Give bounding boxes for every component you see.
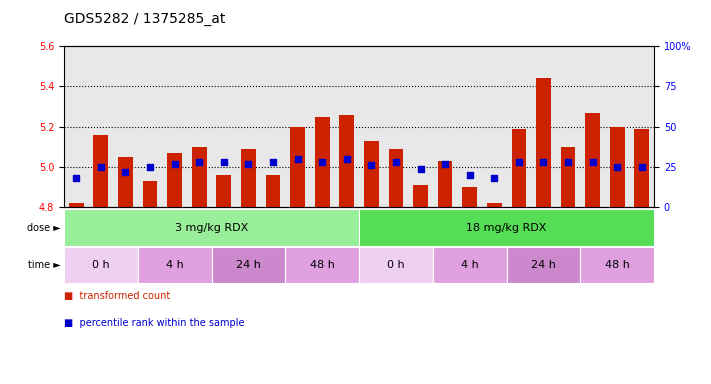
- Point: [193, 159, 205, 165]
- Bar: [462, 187, 477, 207]
- Text: 48 h: 48 h: [605, 260, 630, 270]
- Point: [611, 164, 623, 170]
- Point: [415, 166, 426, 172]
- Bar: [438, 161, 452, 207]
- Bar: [143, 181, 157, 207]
- Point: [70, 175, 82, 181]
- Point: [365, 162, 377, 169]
- Text: time ►: time ►: [28, 260, 60, 270]
- Bar: [536, 78, 551, 207]
- Text: 24 h: 24 h: [531, 260, 556, 270]
- Bar: [94, 135, 108, 207]
- Point: [538, 159, 549, 165]
- Bar: [388, 149, 403, 207]
- Bar: [118, 157, 133, 207]
- Bar: [487, 203, 502, 207]
- Point: [316, 159, 328, 165]
- Point: [267, 159, 279, 165]
- Bar: [216, 175, 231, 207]
- Bar: [585, 113, 600, 207]
- Bar: [266, 175, 280, 207]
- Point: [636, 164, 648, 170]
- Text: 4 h: 4 h: [166, 260, 183, 270]
- Text: 48 h: 48 h: [310, 260, 335, 270]
- Bar: [192, 147, 207, 207]
- Point: [144, 164, 156, 170]
- Point: [439, 161, 451, 167]
- Point: [562, 159, 574, 165]
- Bar: [339, 115, 354, 207]
- Text: dose ►: dose ►: [27, 222, 60, 233]
- Point: [464, 172, 476, 178]
- Bar: [364, 141, 379, 207]
- Point: [587, 159, 599, 165]
- Text: 3 mg/kg RDX: 3 mg/kg RDX: [175, 222, 248, 233]
- Text: 18 mg/kg RDX: 18 mg/kg RDX: [466, 222, 547, 233]
- Point: [95, 164, 107, 170]
- Text: 0 h: 0 h: [387, 260, 405, 270]
- Bar: [315, 117, 329, 207]
- Bar: [413, 185, 428, 207]
- Point: [341, 156, 353, 162]
- Bar: [610, 127, 624, 207]
- Text: GDS5282 / 1375285_at: GDS5282 / 1375285_at: [64, 12, 225, 25]
- Point: [169, 161, 181, 167]
- Point: [390, 159, 402, 165]
- Text: 0 h: 0 h: [92, 260, 109, 270]
- Point: [513, 159, 525, 165]
- Point: [242, 161, 254, 167]
- Bar: [290, 127, 305, 207]
- Point: [488, 175, 500, 181]
- Text: ■  transformed count: ■ transformed count: [64, 291, 170, 301]
- Bar: [634, 129, 649, 207]
- Text: 4 h: 4 h: [461, 260, 479, 270]
- Text: ■  percentile rank within the sample: ■ percentile rank within the sample: [64, 318, 245, 328]
- Bar: [561, 147, 575, 207]
- Bar: [511, 129, 526, 207]
- Point: [119, 169, 131, 175]
- Point: [218, 159, 230, 165]
- Point: [292, 156, 304, 162]
- Bar: [167, 153, 182, 207]
- Bar: [241, 149, 256, 207]
- Bar: [69, 203, 84, 207]
- Text: 24 h: 24 h: [236, 260, 261, 270]
